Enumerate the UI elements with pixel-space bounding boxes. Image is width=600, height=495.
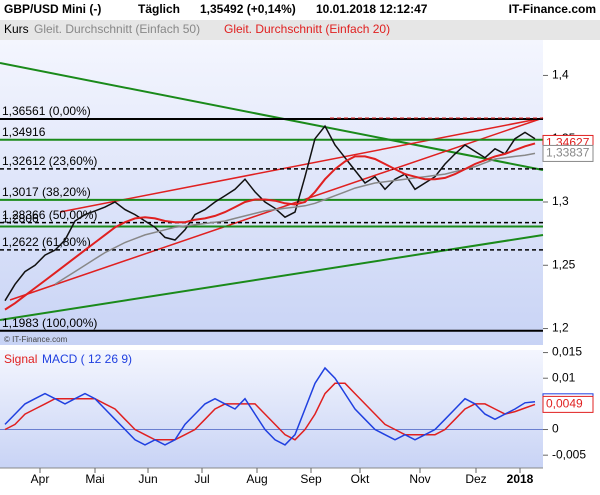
legend-entry: Kurs	[4, 22, 29, 36]
level-label: 1,36561 (0,00%)	[2, 104, 91, 118]
quote: 1,35492 (+0,14%)	[200, 2, 296, 16]
value-tag	[542, 395, 594, 413]
y-tick-label: 1,2	[552, 321, 569, 335]
x-tick-label: 2018	[507, 472, 534, 486]
interval: Täglich	[138, 2, 180, 16]
time: 10.01.2018 12:12:47	[316, 2, 428, 16]
legend-entry: Signal	[4, 352, 37, 366]
series-line	[4, 366, 536, 446]
y-tick-label: 1,4	[552, 68, 569, 82]
x-tick-label: Dez	[465, 472, 486, 486]
x-tick-label: Aug	[246, 472, 267, 486]
legend-entry: Gleit. Durchschnitt (Einfach 20)	[224, 22, 390, 36]
brand: IT-Finance.com	[509, 2, 596, 16]
series-line	[54, 152, 536, 285]
series-line	[4, 142, 536, 311]
x-tick-label: Nov	[409, 472, 430, 486]
y-tick-label: 0	[552, 422, 559, 436]
level-label: 1,2806	[2, 212, 39, 226]
level-label: 1,28366 (50,00%)	[2, 208, 97, 222]
x-tick-label: Mai	[85, 472, 104, 486]
legend-entry: MACD ( 12 26 9)	[42, 352, 132, 366]
level-label: 1,3017 (38,20%)	[2, 185, 91, 199]
y-tick-label: 0,015	[552, 345, 582, 359]
y-tick-label: -0,005	[552, 447, 586, 461]
x-tick-label: Jul	[194, 472, 209, 486]
price-panel	[0, 40, 543, 345]
x-tick-label: Jun	[138, 472, 157, 486]
series-line	[4, 382, 536, 441]
x-tick-label: Okt	[351, 472, 370, 486]
level-label: 1,1983 (100,00%)	[2, 316, 97, 330]
series-line	[4, 124, 536, 302]
value-tag-label: 0,0049	[546, 397, 583, 411]
level-label: 1,32612 (23,60%)	[2, 154, 97, 168]
y-tick-label: 1,25	[552, 257, 576, 271]
y-tick-label: 1,3	[552, 194, 569, 208]
trend-line	[59, 117, 544, 213]
legend-bar	[0, 20, 600, 40]
trend-line	[0, 62, 544, 171]
credit: © IT-Finance.com	[4, 335, 68, 344]
value-tag-label: 1,33837	[546, 146, 590, 160]
macd-panel	[0, 350, 543, 468]
y-tick-label: 0,01	[552, 370, 576, 384]
trend-line	[0, 234, 544, 321]
legend-entry: Gleit. Durchschnitt (Einfach 50)	[34, 22, 200, 36]
x-tick-label: Sep	[300, 472, 322, 486]
value-tag	[542, 144, 594, 162]
x-tick-label: Apr	[31, 472, 50, 486]
symbol: GBP/USD Mini (-)	[4, 2, 101, 16]
level-label: 1,2622 (61,80%)	[2, 235, 91, 249]
level-label: 1,34916	[2, 125, 46, 139]
